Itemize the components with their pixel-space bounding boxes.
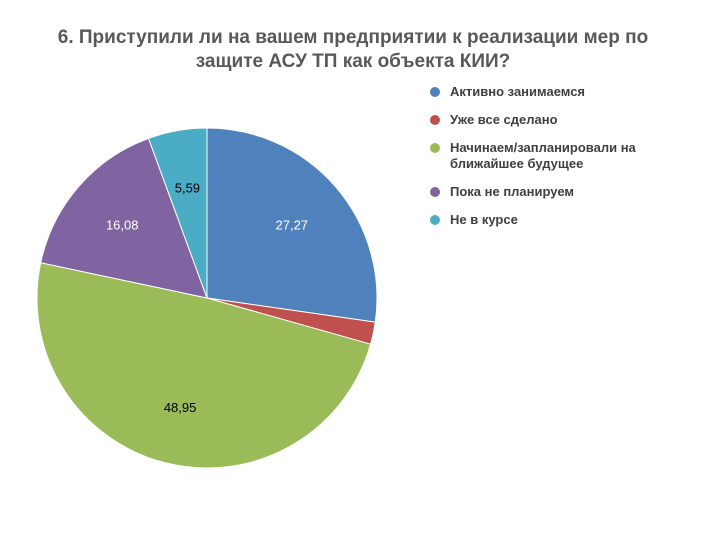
- pie-slice-0: [206, 127, 378, 323]
- chart-title-line-1: 6. Приступили ли на вашем предприятии к …: [57, 27, 649, 48]
- legend-swatch-2: [430, 143, 440, 153]
- legend-swatch-1: [430, 115, 440, 125]
- chart-title: 6. Приступили ли на вашем предприятии к …: [20, 26, 686, 74]
- chart-title-line-2: защите АСУ ТП как объекта КИИ?: [195, 51, 511, 72]
- data-label-2: 48,95: [164, 400, 197, 415]
- legend-item-2: Начинаем/запланировали на ближайшее буду…: [430, 140, 690, 172]
- data-label-0: 27,27: [276, 218, 309, 233]
- pie-slice-4: [147, 127, 208, 299]
- pie-slice-2: [36, 262, 372, 469]
- legend-item-0: Активно занимаемся: [430, 84, 690, 100]
- legend-swatch-3: [430, 187, 440, 197]
- pie-slice-3: [40, 137, 208, 299]
- data-label-4: 5,59: [175, 181, 200, 196]
- data-label-3: 16,08: [106, 217, 139, 232]
- legend-label-3: Пока не планируем: [450, 184, 575, 199]
- legend-label-0: Активно занимаемся: [450, 84, 586, 99]
- legend-swatch-0: [430, 87, 440, 97]
- legend-item-4: Не в курсе: [430, 212, 690, 228]
- legend-item-1: Уже все сделано: [430, 112, 690, 128]
- legend-label-2: Начинаем/запланировали на ближайшее буду…: [450, 140, 636, 171]
- legend-label-4: Не в курсе: [450, 212, 518, 227]
- legend: Активно занимаемся Уже все сделано Начинае…: [430, 84, 690, 240]
- legend-item-3: Пока не планируем: [430, 184, 690, 200]
- legend-swatch-4: [430, 215, 440, 225]
- legend-label-1: Уже все сделано: [450, 112, 558, 127]
